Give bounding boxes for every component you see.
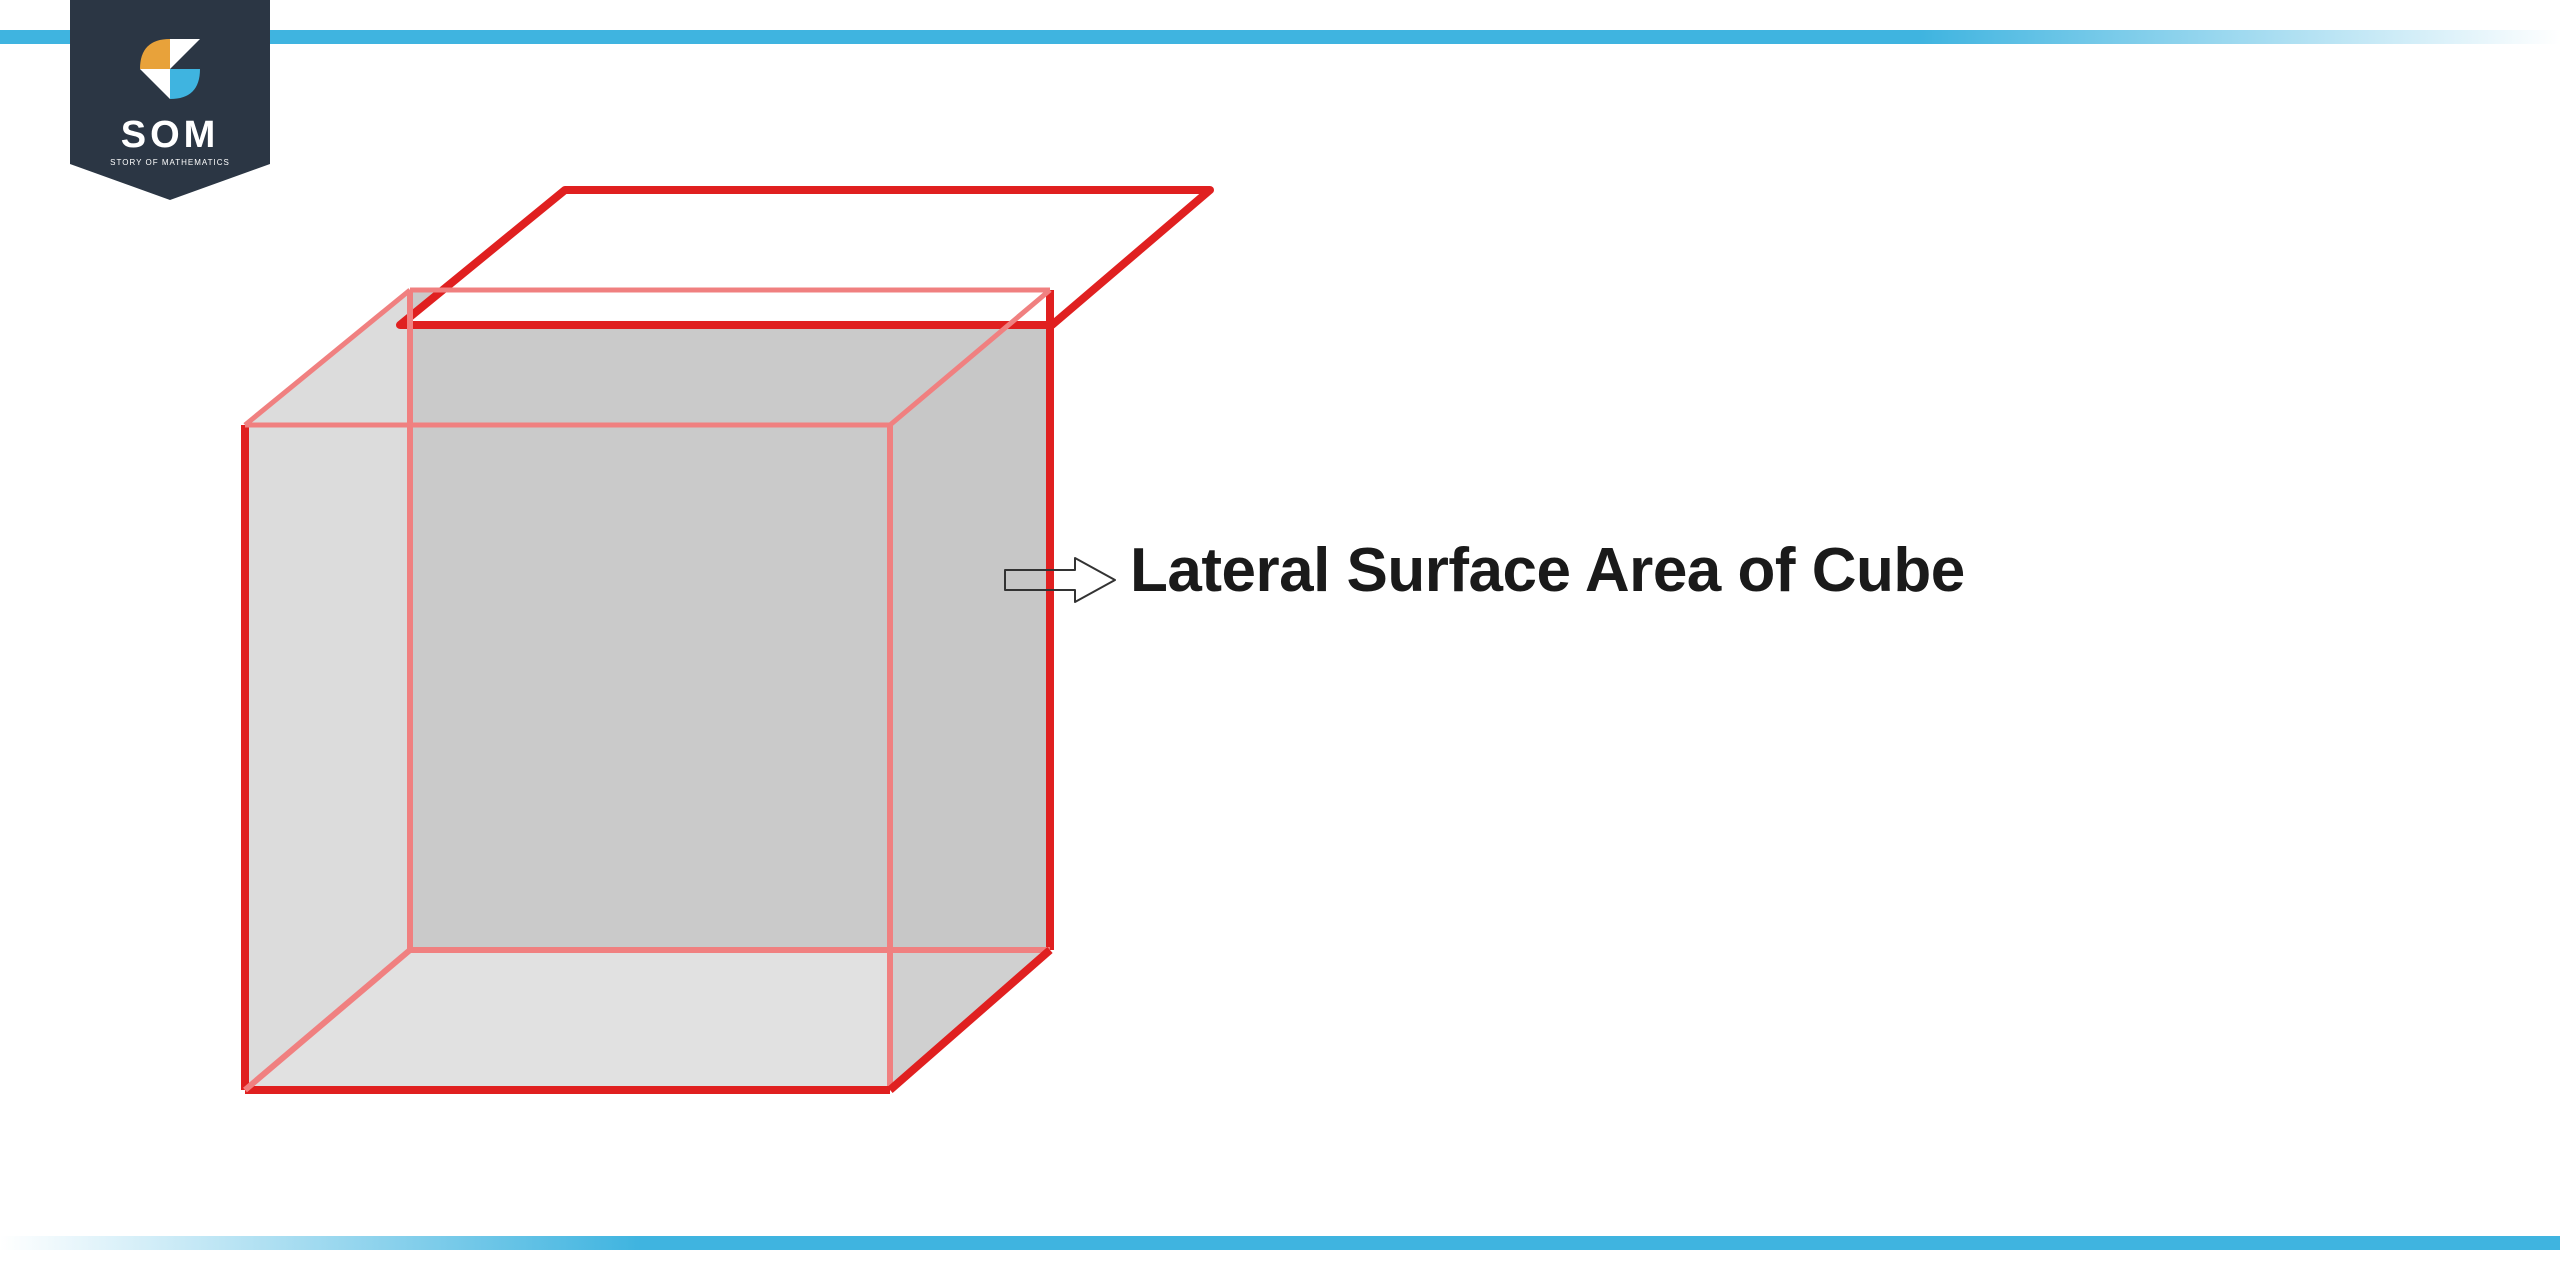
pointer-arrow <box>1000 550 1120 610</box>
diagram-label: Lateral Surface Area of Cube <box>1130 535 1965 606</box>
cube-top-face <box>400 190 1210 325</box>
bottom-accent-bar <box>0 1236 2560 1250</box>
cube-diagram <box>190 0 1290 1200</box>
